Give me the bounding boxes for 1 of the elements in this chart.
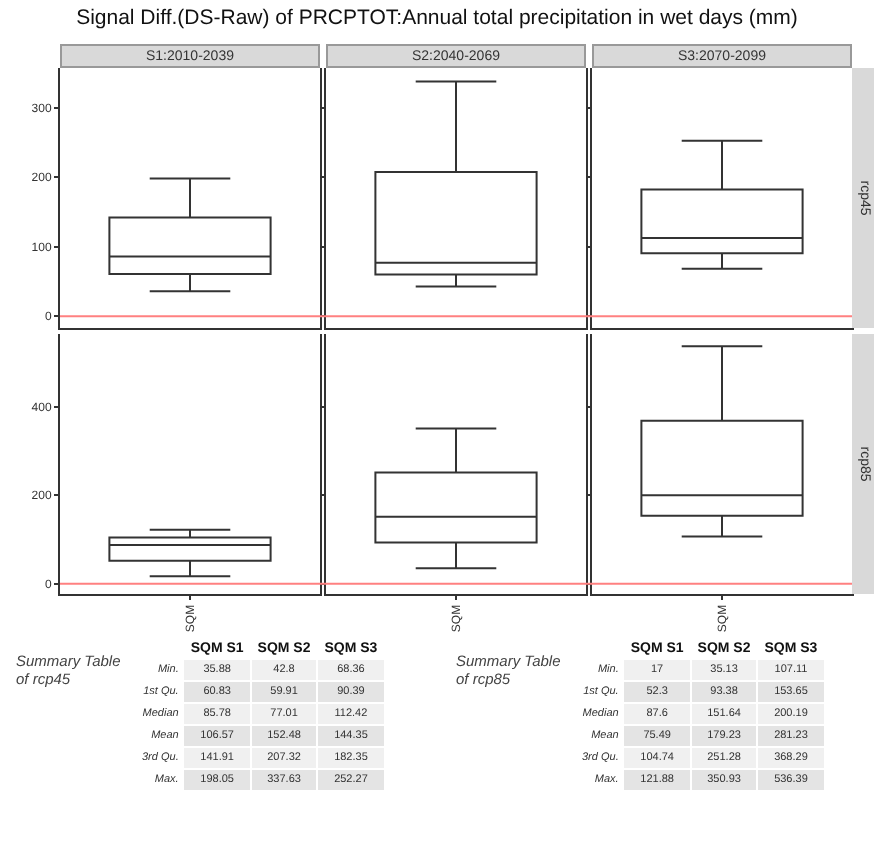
chart-title: Signal Diff.(DS-Raw) of PRCPTOT:Annual total precipitation in wet days (mm)	[74, 6, 800, 30]
